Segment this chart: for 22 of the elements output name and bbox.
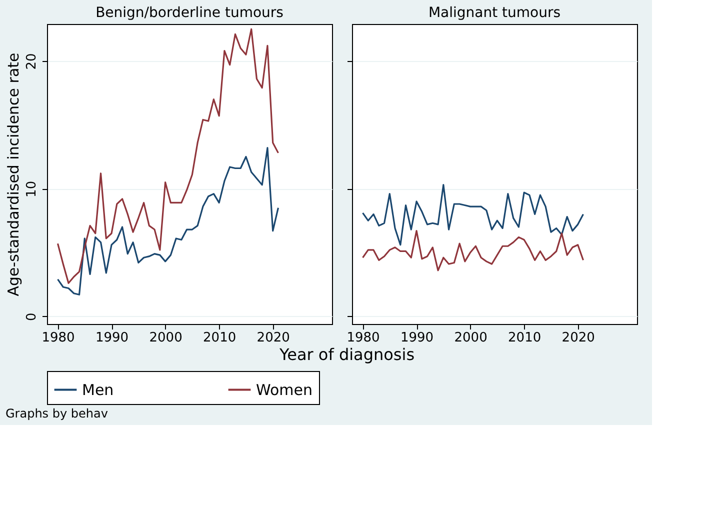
line-series [56, 147, 280, 296]
legend-label: Men [82, 380, 114, 399]
y-tick-label: 20 [24, 53, 40, 70]
x-tick-label: 1990 [95, 330, 129, 346]
chart-title: Benign/borderline tumours [96, 5, 284, 21]
x-tick-label: 2010 [203, 330, 236, 346]
x-tick-label: 2000 [149, 330, 182, 346]
line-series [56, 28, 280, 284]
text: Graphs by behav [6, 406, 108, 420]
x-tick-label: 2000 [454, 330, 488, 346]
x-tick-label: 1980 [42, 330, 75, 346]
x-tick-label: 2010 [508, 330, 542, 346]
x-tick-label: 2020 [562, 330, 595, 346]
y-tick-label: 0 [24, 312, 40, 321]
x-tick-label: 1980 [346, 330, 380, 346]
y-axis-title: Age-standardised incidence rate [4, 52, 22, 296]
legend-label: Women [256, 380, 312, 399]
x-axis-title: Year of diagnosis [278, 345, 415, 364]
x-tick-label: 2020 [256, 330, 290, 346]
x-tick-label: 1990 [400, 330, 434, 346]
y-tick-label: 10 [24, 180, 40, 198]
chart-title: Malignant tumours [428, 5, 561, 21]
